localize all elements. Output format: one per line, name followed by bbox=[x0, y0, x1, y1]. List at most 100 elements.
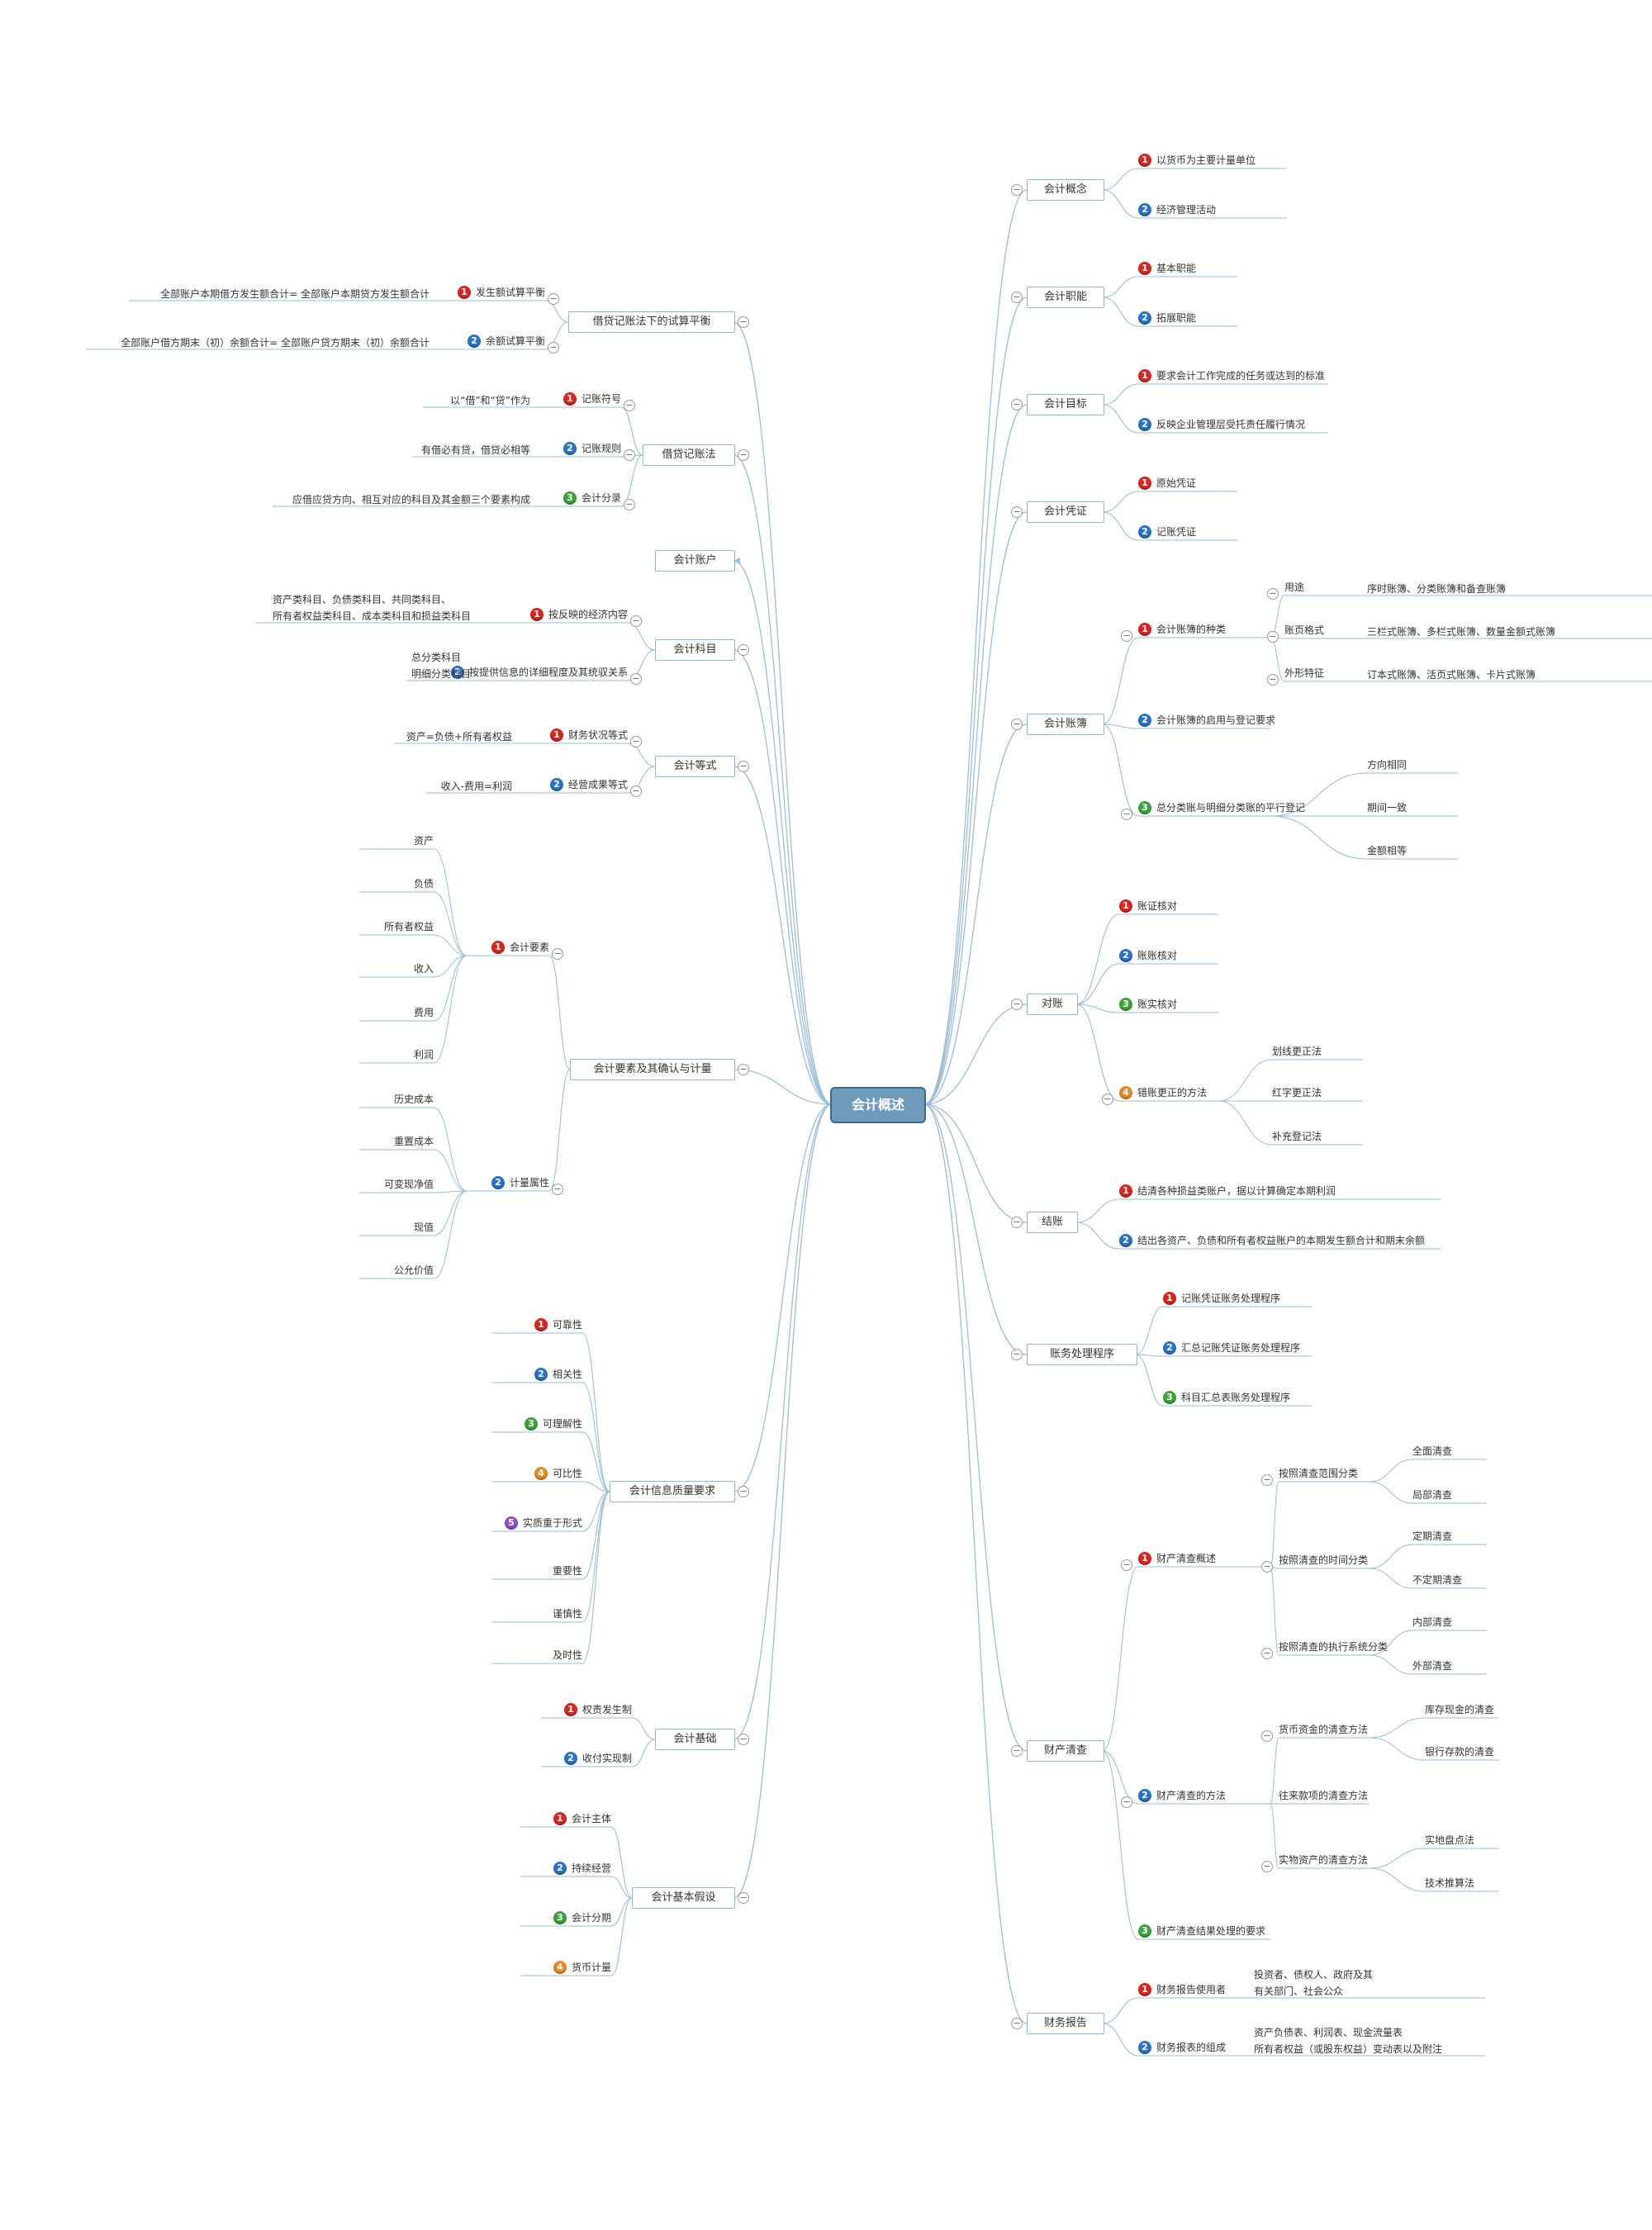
subtopic-1-1[interactable]: 2 拓展职能 bbox=[1138, 311, 1196, 325]
collapse-toggle[interactable]: − bbox=[1267, 674, 1279, 686]
collapse-toggle[interactable]: − bbox=[1011, 292, 1023, 303]
collapse-toggle[interactable]: − bbox=[1261, 1474, 1273, 1486]
leaf-8-1-2-1[interactable]: 技术推算法 bbox=[1425, 1877, 1474, 1889]
collapse-toggle[interactable]: − bbox=[630, 615, 642, 627]
topic-17[interactable]: 会计基础 bbox=[655, 1729, 735, 1750]
leaf-4-2-2[interactable]: 金额相等 bbox=[1367, 844, 1407, 856]
leaf-15-1-2[interactable]: 可变现净值 bbox=[384, 1178, 434, 1190]
leaf-15-0-5[interactable]: 利润 bbox=[414, 1048, 434, 1060]
leaf-8-1-1[interactable]: 往来款项的清查方法 bbox=[1279, 1789, 1368, 1801]
topic-4[interactable]: 会计账簿 bbox=[1027, 714, 1104, 735]
subtopic-5-0[interactable]: 1 账证核对 bbox=[1119, 899, 1177, 913]
leaf-8-1-0-1[interactable]: 银行存款的清查 bbox=[1425, 1745, 1494, 1758]
leaf-8-0-1-1[interactable]: 不定期清查 bbox=[1412, 1573, 1462, 1586]
leaf-8-1-0-0[interactable]: 库存现金的清查 bbox=[1425, 1703, 1494, 1715]
topic-1[interactable]: 会计职能 bbox=[1027, 287, 1104, 308]
collapse-toggle[interactable]: − bbox=[738, 644, 749, 656]
subtopic-10-1[interactable]: 2 余额试算平衡 bbox=[467, 334, 545, 348]
collapse-toggle[interactable]: − bbox=[738, 1486, 749, 1497]
collapse-toggle[interactable]: − bbox=[1102, 1094, 1113, 1105]
collapse-toggle[interactable]: − bbox=[1261, 1648, 1273, 1659]
subtopic-2-0[interactable]: 1 要求会计工作完成的任务或达到的标准 bbox=[1138, 369, 1325, 382]
collapse-toggle[interactable]: − bbox=[1011, 399, 1023, 410]
subtopic-16-3[interactable]: 4 可比性 bbox=[534, 1467, 582, 1480]
subtopic-3-0[interactable]: 1 原始凭证 bbox=[1138, 477, 1196, 490]
leaf-5-3-0[interactable]: 划线更正法 bbox=[1272, 1045, 1322, 1057]
subtopic-8-2[interactable]: 3 财产清查结果处理的要求 bbox=[1138, 1924, 1265, 1938]
subtopic-15-1[interactable]: 2 计量属性 bbox=[491, 1176, 549, 1189]
leaf-8-0-0-0[interactable]: 全面清查 bbox=[1412, 1445, 1452, 1457]
subtopic-11-2[interactable]: 3 会计分录 bbox=[563, 491, 621, 505]
collapse-toggle[interactable]: − bbox=[1011, 1745, 1023, 1757]
collapse-toggle[interactable]: − bbox=[1011, 719, 1023, 730]
collapse-toggle[interactable]: − bbox=[1121, 1559, 1132, 1571]
leaf-8-0-0-1[interactable]: 局部清查 bbox=[1412, 1488, 1452, 1501]
leaf-8-0-1[interactable]: 按照清查的时间分类 bbox=[1279, 1554, 1368, 1566]
leaf-15-1-1[interactable]: 重置成本 bbox=[394, 1135, 434, 1147]
collapse-toggle[interactable]: − bbox=[624, 449, 635, 461]
subtopic-5-1[interactable]: 2 账账核对 bbox=[1119, 949, 1177, 962]
collapse-toggle[interactable]: − bbox=[1011, 1217, 1023, 1228]
collapse-toggle[interactable]: − bbox=[624, 400, 635, 411]
topic-5[interactable]: 对账 bbox=[1027, 994, 1078, 1015]
subtopic-17-0[interactable]: 1 权责发生制 bbox=[563, 1703, 632, 1716]
subtopic-0-0[interactable]: 1 以货币为主要计量单位 bbox=[1138, 154, 1256, 167]
leaf-15-0-1[interactable]: 负债 bbox=[414, 877, 434, 890]
collapse-toggle[interactable]: − bbox=[630, 673, 642, 685]
leaf-15-0-0[interactable]: 资产 bbox=[414, 834, 434, 847]
collapse-toggle[interactable]: − bbox=[1011, 2018, 1023, 2029]
subtopic-5-2[interactable]: 3 账实核对 bbox=[1119, 998, 1177, 1011]
leaf-15-0-3[interactable]: 收入 bbox=[414, 962, 434, 975]
leaf-4-0-0[interactable]: 用途 bbox=[1284, 581, 1304, 593]
collapse-toggle[interactable]: − bbox=[1267, 588, 1279, 600]
collapse-toggle[interactable]: − bbox=[1121, 809, 1132, 820]
topic-16[interactable]: 会计信息质量要求 bbox=[610, 1481, 735, 1502]
leaf-4-2-0[interactable]: 方向相同 bbox=[1367, 758, 1407, 771]
subtopic-18-1[interactable]: 2 持续经营 bbox=[553, 1862, 611, 1875]
topic-12[interactable]: 会计账户 bbox=[655, 550, 735, 572]
subtopic-10-0[interactable]: 1 发生额试算平衡 bbox=[457, 286, 545, 299]
subtopic-16-0[interactable]: 1 可靠性 bbox=[534, 1318, 582, 1331]
collapse-toggle[interactable]: − bbox=[630, 736, 642, 747]
leaf-8-1-2-0[interactable]: 实地盘点法 bbox=[1425, 1834, 1474, 1846]
subtopic-11-1[interactable]: 2 记账规则 bbox=[563, 442, 621, 455]
leaf-8-1-2[interactable]: 实物资产的清查方法 bbox=[1279, 1853, 1368, 1866]
collapse-toggle[interactable]: − bbox=[1011, 506, 1023, 518]
subtopic-14-1[interactable]: 2 经营成果等式 bbox=[549, 778, 628, 791]
subtopic-16-7[interactable]: 及时性 bbox=[553, 1649, 582, 1661]
topic-9[interactable]: 财务报告 bbox=[1027, 2013, 1104, 2034]
leaf-15-0-4[interactable]: 费用 bbox=[414, 1006, 434, 1018]
leaf-15-0-2[interactable]: 所有者权益 bbox=[384, 920, 434, 932]
topic-2[interactable]: 会计目标 bbox=[1027, 394, 1104, 415]
topic-0[interactable]: 会计概念 bbox=[1027, 179, 1104, 201]
leaf-8-0-2-0[interactable]: 内部清查 bbox=[1412, 1616, 1452, 1628]
topic-13[interactable]: 会计科目 bbox=[655, 639, 735, 661]
subtopic-3-1[interactable]: 2 记账凭证 bbox=[1138, 525, 1196, 539]
topic-14[interactable]: 会计等式 bbox=[655, 756, 735, 777]
collapse-toggle[interactable]: − bbox=[624, 499, 635, 510]
leaf-15-1-3[interactable]: 现值 bbox=[414, 1221, 434, 1233]
topic-10[interactable]: 借贷记账法下的试算平衡 bbox=[568, 311, 735, 333]
subtopic-9-1[interactable]: 2 财务报表的组成 bbox=[1138, 2041, 1226, 2054]
topic-15[interactable]: 会计要素及其确认与计量 bbox=[570, 1059, 735, 1080]
leaf-5-3-1[interactable]: 红字更正法 bbox=[1272, 1086, 1322, 1098]
subtopic-0-1[interactable]: 2 经济管理活动 bbox=[1138, 203, 1216, 216]
collapse-toggle[interactable]: − bbox=[548, 342, 559, 353]
subtopic-6-1[interactable]: 2 结出各资产、负债和所有者权益账户的本期发生额合计和期末余额 bbox=[1119, 1234, 1425, 1247]
subtopic-1-0[interactable]: 1 基本职能 bbox=[1138, 262, 1196, 275]
subtopic-4-0[interactable]: 1 会计账簿的种类 bbox=[1138, 623, 1226, 636]
collapse-toggle[interactable]: − bbox=[1267, 631, 1279, 643]
collapse-toggle[interactable]: − bbox=[738, 1064, 749, 1075]
collapse-toggle[interactable]: − bbox=[552, 948, 563, 960]
subtopic-5-3[interactable]: 4 错账更正的方法 bbox=[1119, 1086, 1207, 1099]
collapse-toggle[interactable]: − bbox=[630, 785, 642, 797]
topic-3[interactable]: 会计凭证 bbox=[1027, 501, 1104, 523]
subtopic-8-0[interactable]: 1 财产清查概述 bbox=[1138, 1552, 1216, 1565]
topic-11[interactable]: 借贷记账法 bbox=[643, 444, 735, 466]
subtopic-18-2[interactable]: 3 会计分期 bbox=[553, 1911, 611, 1924]
collapse-toggle[interactable]: − bbox=[738, 1892, 749, 1904]
subtopic-14-0[interactable]: 1 财务状况等式 bbox=[549, 728, 628, 742]
subtopic-16-2[interactable]: 3 可理解性 bbox=[524, 1417, 582, 1431]
leaf-8-0-2[interactable]: 按照清查的执行系统分类 bbox=[1279, 1640, 1388, 1653]
topic-6[interactable]: 结账 bbox=[1027, 1212, 1078, 1233]
